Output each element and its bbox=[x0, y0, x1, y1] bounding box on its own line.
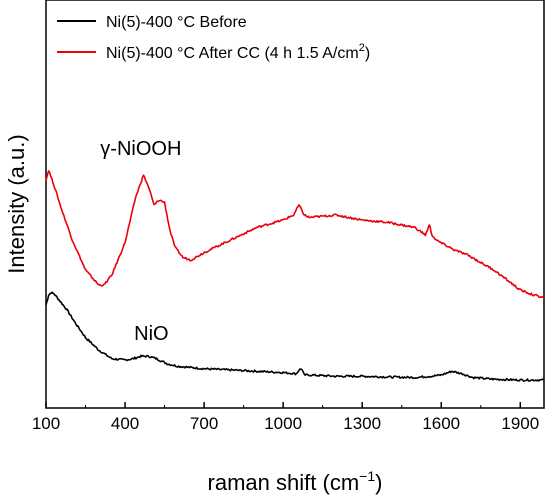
series-layer bbox=[46, 171, 544, 381]
annotations: γ-NiOOH NiO bbox=[100, 138, 181, 345]
x-tick-label: 1900 bbox=[501, 414, 539, 433]
series-line-before bbox=[46, 292, 544, 381]
series-line-after bbox=[46, 171, 544, 298]
x-tick-label: 100 bbox=[32, 414, 60, 433]
annotation-niooh: γ-NiOOH bbox=[100, 138, 181, 160]
x-tick-label: 700 bbox=[190, 414, 218, 433]
legend: Ni(5)-400 °C Before Ni(5)-400 °C After C… bbox=[57, 14, 370, 62]
x-tick-label: 1000 bbox=[264, 414, 302, 433]
x-axis: 100 400 700 1000 1300 1600 1900 bbox=[32, 402, 539, 433]
x-tick-label: 400 bbox=[111, 414, 139, 433]
x-axis-title: raman shift (cm−1) bbox=[208, 468, 383, 495]
annotation-nio: NiO bbox=[134, 323, 168, 345]
legend-label-before: Ni(5)-400 °C Before bbox=[106, 14, 247, 31]
legend-label-after: Ni(5)-400 °C After CC (4 h 1.5 A/cm2) bbox=[106, 42, 370, 62]
y-axis-title: Intensity (a.u.) bbox=[4, 134, 29, 273]
x-tick-label: 1300 bbox=[343, 414, 381, 433]
x-tick-label: 1600 bbox=[422, 414, 460, 433]
